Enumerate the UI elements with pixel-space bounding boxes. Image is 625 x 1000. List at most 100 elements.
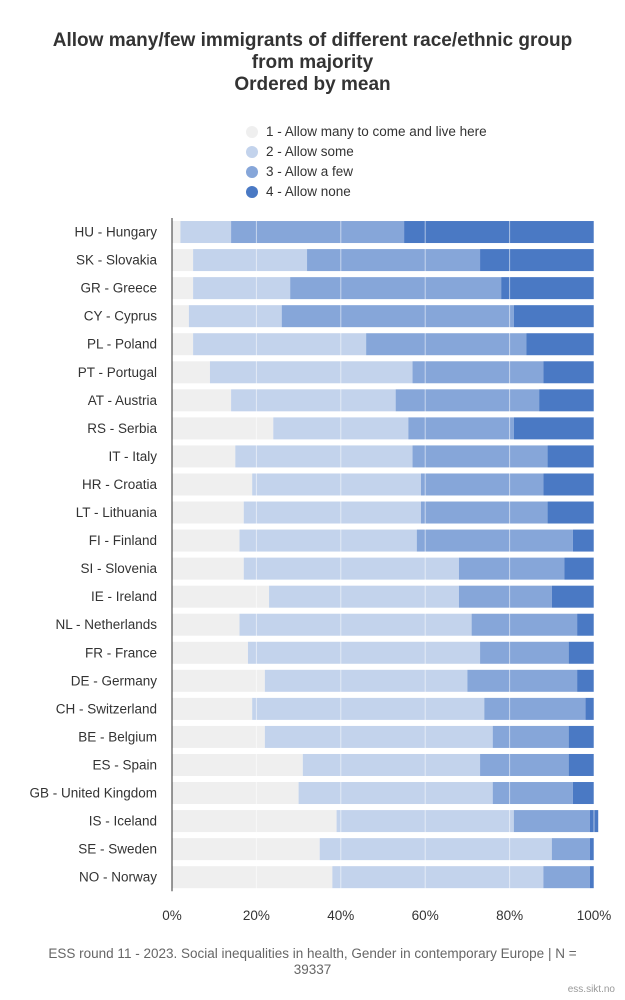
bar-segment-4[interactable] <box>513 417 594 440</box>
bar-segment-3[interactable] <box>290 277 502 300</box>
bar-segment-1[interactable] <box>172 221 181 244</box>
bar-segment-2[interactable] <box>193 249 308 272</box>
bar-segment-4[interactable] <box>501 277 594 300</box>
bar-segment-1[interactable] <box>172 305 189 328</box>
bar-segment-4[interactable] <box>547 445 594 468</box>
bar-segment-3[interactable] <box>395 389 540 412</box>
bar-segment-1[interactable] <box>172 361 210 384</box>
bar-segment-3[interactable] <box>467 669 578 692</box>
bar-segment-1[interactable] <box>172 613 240 636</box>
bar-segment-2[interactable] <box>319 838 552 861</box>
bar-segment-1[interactable] <box>172 725 265 748</box>
bar-segment-4[interactable] <box>547 501 594 524</box>
bar-segment-4[interactable] <box>572 782 594 805</box>
bar-segment-2[interactable] <box>264 725 493 748</box>
bar-segment-1[interactable] <box>172 249 194 272</box>
legend-item-3[interactable]: 3 - Allow a few <box>246 162 487 182</box>
bar-segment-1[interactable] <box>172 866 333 889</box>
bar-segment-2[interactable] <box>193 277 291 300</box>
bar-segment-2[interactable] <box>298 782 493 805</box>
bar-segment-3[interactable] <box>458 585 552 608</box>
bar-segment-1[interactable] <box>172 529 240 552</box>
bar-segment-1[interactable] <box>172 641 248 664</box>
bar-segment-1[interactable] <box>172 333 194 356</box>
bar-segment-2[interactable] <box>247 641 481 664</box>
bar-segment-3[interactable] <box>420 501 548 524</box>
bar-segment-1[interactable] <box>172 753 303 776</box>
bar-segment-2[interactable] <box>252 697 485 720</box>
bar-segment-3[interactable] <box>480 641 569 664</box>
bar-segment-1[interactable] <box>172 389 232 412</box>
bar-segment-2[interactable] <box>264 669 468 692</box>
bar-segment-4[interactable] <box>572 529 594 552</box>
bar-segment-3[interactable] <box>543 866 590 889</box>
bar-segment-3[interactable] <box>420 473 544 496</box>
bar-segment-2[interactable] <box>239 613 472 636</box>
bar-segment-1[interactable] <box>172 501 244 524</box>
bar-segment-4[interactable] <box>568 641 594 664</box>
bar-segment-1[interactable] <box>172 585 270 608</box>
bar-segment-1[interactable] <box>172 669 265 692</box>
bar-segment-1[interactable] <box>172 838 320 861</box>
bar-segment-2[interactable] <box>235 445 413 468</box>
category-label: FR - France <box>85 645 157 660</box>
bar-segment-4[interactable] <box>513 305 594 328</box>
bar-segment-3[interactable] <box>492 782 573 805</box>
bar-segment-3[interactable] <box>458 557 565 580</box>
chart-footer: ESS round 11 - 2023. Social inequalities… <box>48 946 577 977</box>
bar-segment-3[interactable] <box>513 810 590 833</box>
bar-segment-1[interactable] <box>172 697 253 720</box>
bar-segment-2[interactable] <box>180 221 232 244</box>
bar-segment-2[interactable] <box>231 389 396 412</box>
bar-segment-4[interactable] <box>543 473 594 496</box>
bar-segment-4[interactable] <box>526 333 594 356</box>
bar-segment-3[interactable] <box>484 697 586 720</box>
bar-segment-4[interactable] <box>543 361 594 384</box>
bar-segment-4[interactable] <box>539 389 594 412</box>
bar-segment-4[interactable] <box>568 725 594 748</box>
bar-segment-4[interactable] <box>404 221 594 244</box>
bar-segment-4[interactable] <box>589 838 594 861</box>
bar-segment-2[interactable] <box>188 305 282 328</box>
bar-segment-4[interactable] <box>589 866 594 889</box>
bar-segment-3[interactable] <box>480 753 569 776</box>
legend-item-4[interactable]: 4 - Allow none <box>246 182 487 202</box>
bar-segment-1[interactable] <box>172 417 274 440</box>
bar-segment-4[interactable] <box>585 697 594 720</box>
bar-segment-2[interactable] <box>243 501 421 524</box>
bar-segment-2[interactable] <box>239 529 417 552</box>
bar-segment-3[interactable] <box>416 529 573 552</box>
bar-segment-4[interactable] <box>577 613 594 636</box>
bar-segment-3[interactable] <box>231 221 405 244</box>
bar-segment-2[interactable] <box>252 473 421 496</box>
bar-segment-2[interactable] <box>209 361 413 384</box>
bar-segment-2[interactable] <box>302 753 481 776</box>
bar-segment-4[interactable] <box>551 585 594 608</box>
bar-segment-3[interactable] <box>307 249 481 272</box>
bar-segment-3[interactable] <box>281 305 514 328</box>
bar-segment-3[interactable] <box>412 445 548 468</box>
bar-segment-3[interactable] <box>492 725 569 748</box>
bar-segment-2[interactable] <box>243 557 459 580</box>
bar-segment-3[interactable] <box>366 333 527 356</box>
source-credit[interactable]: ess.sikt.no <box>567 984 615 995</box>
bar-segment-3[interactable] <box>412 361 544 384</box>
bar-segment-4[interactable] <box>577 669 594 692</box>
legend-item-2[interactable]: 2 - Allow some <box>246 142 487 162</box>
bar-segment-1[interactable] <box>172 782 299 805</box>
bar-segment-2[interactable] <box>332 866 544 889</box>
bar-segment-3[interactable] <box>471 613 578 636</box>
bar-segment-1[interactable] <box>172 557 244 580</box>
legend-item-1[interactable]: 1 - Allow many to come and live here <box>246 122 487 142</box>
bar-segment-2[interactable] <box>269 585 459 608</box>
bar-segment-1[interactable] <box>172 810 337 833</box>
bar-segment-3[interactable] <box>551 838 590 861</box>
bar-segment-2[interactable] <box>193 333 367 356</box>
bar-segment-3[interactable] <box>408 417 514 440</box>
bar-segment-1[interactable] <box>172 277 194 300</box>
bar-segment-4[interactable] <box>568 753 594 776</box>
bar-segment-1[interactable] <box>172 445 236 468</box>
bar-segment-1[interactable] <box>172 473 253 496</box>
bar-segment-4[interactable] <box>480 249 594 272</box>
bar-segment-4[interactable] <box>564 557 594 580</box>
